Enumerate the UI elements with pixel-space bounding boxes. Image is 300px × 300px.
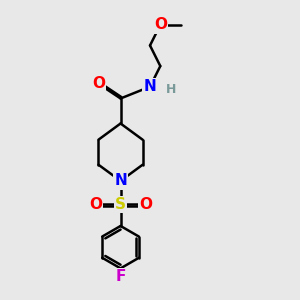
Text: F: F (116, 269, 126, 284)
Text: H: H (166, 83, 176, 96)
Text: O: O (139, 197, 152, 212)
Text: O: O (154, 17, 167, 32)
Text: N: N (114, 173, 127, 188)
Text: N: N (144, 79, 156, 94)
Text: O: O (89, 197, 102, 212)
Text: O: O (92, 76, 105, 91)
Text: S: S (115, 197, 126, 212)
